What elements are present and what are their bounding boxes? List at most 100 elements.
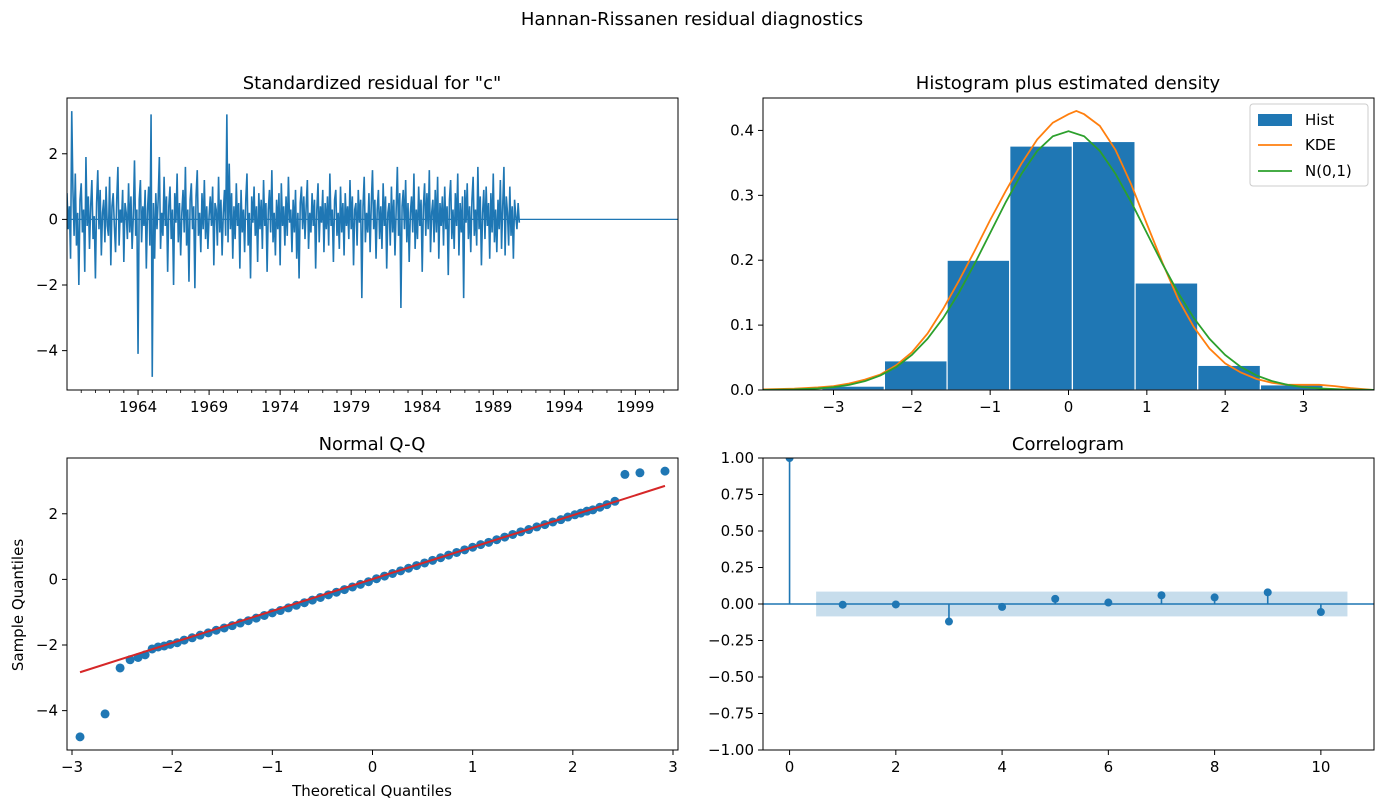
qq-point — [620, 469, 630, 479]
acf-ytick-label: −0.25 — [708, 632, 754, 650]
resid-ytick-label: −4 — [36, 342, 58, 360]
resid-xtick-label: 1979 — [332, 398, 370, 416]
hist-bar — [883, 360, 948, 390]
hist-bar — [1197, 364, 1262, 390]
acf-ytick-label: 1.00 — [721, 449, 754, 467]
acf-xtick-label: 10 — [1311, 758, 1330, 776]
qq-ytick-label: 0 — [48, 570, 58, 588]
resid-series-line — [67, 111, 521, 377]
acf-ytick-label: −0.75 — [708, 705, 754, 723]
hist-ytick-label: 0.1 — [730, 316, 754, 334]
resid-ytick-label: −2 — [36, 276, 58, 294]
kde-line — [763, 110, 1374, 390]
acf-panel: Correlogram 0 2 4 6 8 10−1.00−0.75−0.50−0.250… — [708, 434, 1375, 776]
qq-ytick-label: −2 — [36, 636, 58, 654]
acf-ytick-label: −0.50 — [708, 668, 754, 686]
acf-xtick-label: 8 — [1210, 758, 1220, 776]
acf-marker — [1263, 588, 1272, 597]
legend-hist-swatch — [1258, 114, 1292, 126]
resid-ytick-label: 2 — [48, 145, 58, 163]
hist-ytick-label: 0.4 — [730, 121, 754, 139]
resid-series-group — [67, 111, 678, 377]
acf-title: Correlogram — [1012, 434, 1124, 455]
qq-xtick-label: 0 — [368, 758, 378, 776]
qq-reference-line — [79, 484, 666, 674]
acf-marker — [1210, 593, 1219, 602]
qq-point — [115, 663, 125, 673]
legend-hist-label: Hist — [1305, 111, 1334, 129]
resid-xtick-label: 1984 — [403, 398, 441, 416]
qq-axes-frame — [66, 457, 679, 751]
acf-marker — [1157, 591, 1166, 600]
hist-xtick-label: 3 — [1299, 398, 1309, 416]
hist-bar — [1071, 140, 1136, 390]
qq-xtick-label: −2 — [161, 758, 183, 776]
hist-xtick-label: −2 — [901, 398, 923, 416]
qq-panel: Normal Q-Q Theoretical Quantiles Sample … — [9, 434, 679, 800]
qq-title: Normal Q-Q — [319, 434, 426, 455]
hist-xtick-label: 0 — [1064, 398, 1074, 416]
qq-xtick-label: −3 — [61, 758, 83, 776]
resid-panel: Standardized residual for "c" 1964 1969 19… — [36, 73, 679, 416]
qq-xtick-label: −1 — [261, 758, 283, 776]
figure-suptitle: Hannan-Rissanen residual diagnostics — [521, 9, 863, 30]
normal-density-line — [763, 130, 1374, 390]
resid-plot-area: 1964 1969 1974 1979 1984 1989 1994 1999 −4 −2 0 2 — [36, 97, 679, 416]
hist-xtick-label: −3 — [822, 398, 844, 416]
acf-xtick-label: 6 — [1104, 758, 1114, 776]
acf-marker — [785, 458, 794, 462]
hist-bar — [1009, 145, 1074, 390]
acf-ytick-label: −1.00 — [708, 741, 754, 759]
acf-ytick-label: 0.00 — [721, 595, 754, 613]
resid-ytick-label: 0 — [48, 210, 58, 228]
qq-ylabel: Sample Quantiles — [9, 539, 27, 671]
resid-xtick-label: 1964 — [119, 398, 157, 416]
resid-xtick-label: 1969 — [190, 398, 228, 416]
hist-xtick-label: 2 — [1220, 398, 1230, 416]
qq-ytick-label: 2 — [48, 505, 58, 523]
acf-xtick-label: 4 — [997, 758, 1007, 776]
hist-xtick-label: −1 — [979, 398, 1001, 416]
qq-series-group — [75, 466, 670, 742]
resid-xtick-label: 1994 — [545, 398, 583, 416]
resid-xtick-label: 1999 — [616, 398, 654, 416]
legend-normal-label: N(0,1) — [1305, 162, 1352, 180]
qq-point — [75, 732, 85, 742]
acf-plot-area: 0 2 4 6 8 10 −1.00 −0.75 −0.50 −0.25 0.00 0.25 0.50 0… — [708, 449, 1375, 776]
hist-ytick-label: 0.0 — [730, 381, 754, 399]
hist-title: Histogram plus estimated density — [916, 73, 1221, 94]
acf-marker — [1051, 594, 1060, 603]
hist-xtick-label: 1 — [1142, 398, 1152, 416]
hist-plot-area: −3 −2 −1 0 1 2 3 0.0 0.1 0.2 0.3 0.4 Hist KDE N(0,1) — [730, 97, 1375, 416]
qq-plot-area: −3 −2 −1 0 1 2 3 −4 −2 0 2 — [36, 457, 679, 776]
resid-xtick-label: 1974 — [261, 398, 299, 416]
resid-title: Standardized residual for "c" — [243, 73, 502, 94]
acf-marker — [891, 600, 900, 609]
acf-ytick-label: 0.25 — [721, 559, 754, 577]
qq-point — [660, 466, 670, 476]
acf-xtick-label: 0 — [785, 758, 795, 776]
qq-ytick-label: −4 — [36, 702, 58, 720]
acf-marker — [1104, 598, 1113, 607]
hist-bar — [946, 259, 1011, 390]
qq-xtick-label: 2 — [568, 758, 578, 776]
hist-bar — [1134, 282, 1199, 390]
acf-marker — [1316, 608, 1325, 617]
acf-ytick-label: 0.50 — [721, 522, 754, 540]
acf-marker — [838, 600, 847, 609]
resid-axes-frame — [66, 97, 679, 391]
qq-xtick-label: 1 — [468, 758, 478, 776]
legend-kde-label: KDE — [1305, 136, 1336, 154]
hist-series-group — [763, 110, 1374, 390]
qq-xtick-label: 3 — [668, 758, 678, 776]
hist-legend: Hist KDE N(0,1) — [1249, 103, 1369, 187]
qq-xlabel: Theoretical Quantiles — [291, 782, 452, 800]
qq-point — [100, 709, 110, 719]
acf-ytick-label: 0.75 — [721, 486, 754, 504]
qq-point — [635, 468, 645, 478]
hist-ytick-label: 0.3 — [730, 186, 754, 204]
resid-xtick-label: 1989 — [474, 398, 512, 416]
hist-panel: Histogram plus estimated density −3 −2 −1 0… — [730, 73, 1375, 416]
hist-ytick-label: 0.2 — [730, 251, 754, 269]
